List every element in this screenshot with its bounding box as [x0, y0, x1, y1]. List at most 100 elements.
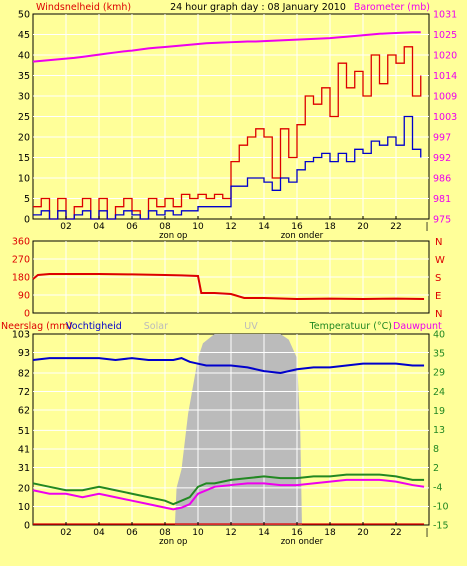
left-tick-label: 15 — [18, 153, 30, 164]
right-tick-label: 13 — [433, 425, 445, 436]
left-tick-label: 20 — [18, 133, 30, 144]
left-tick-label: 41 — [18, 444, 30, 455]
panel-wind-series — [32, 31, 422, 220]
right-tick-label: 992 — [433, 153, 451, 164]
left-tick-label: 0 — [24, 309, 30, 320]
x-tick-label: 06 — [126, 528, 138, 538]
wind-average-line — [33, 115, 422, 220]
panel-humidity-temp-x-ticks: 02 04 06 08 10 12 14 16 18 20 22 | zon op zon onder — [60, 522, 430, 547]
panel-direction-grid — [33, 241, 429, 313]
x-tick-label: 14 — [258, 528, 270, 538]
sunrise-label: zon op — [159, 231, 187, 241]
panel-humidity-temp-grid — [33, 334, 429, 525]
x-tick-label: 04 — [93, 528, 105, 538]
x-tick-label: | — [425, 222, 428, 232]
right-tick-label: 1031 — [433, 10, 457, 21]
uv-label: UV — [244, 321, 258, 332]
right-tick-label: 2 — [433, 463, 439, 474]
left-tick-label: 50 — [18, 10, 30, 21]
left-tick-label: 360 — [12, 237, 30, 248]
x-tick-label: 12 — [225, 222, 236, 232]
x-tick-label: 10 — [192, 222, 204, 232]
panel-humidity-left-ticks: 0 10 20 31 41 51 62 72 82 93 103 — [12, 330, 30, 532]
compass-letter: W — [435, 255, 445, 266]
compass-letter: S — [435, 273, 441, 284]
x-tick-label: 08 — [159, 222, 171, 232]
left-tick-label: 25 — [18, 112, 30, 123]
left-tick-label: 82 — [18, 368, 30, 379]
left-tick-label: 93 — [18, 348, 30, 359]
temperature-line — [32, 473, 425, 506]
dewpoint-label: Dauwpunt — [393, 321, 442, 332]
left-tick-label: 180 — [12, 273, 30, 284]
right-tick-label: 1003 — [433, 112, 457, 123]
x-tick-label: 16 — [291, 528, 303, 538]
x-tick-label: 08 — [159, 528, 171, 538]
x-tick-label: 14 — [258, 222, 270, 232]
left-tick-label: 20 — [18, 483, 30, 494]
x-tick-label: 04 — [93, 222, 105, 232]
right-tick-label: 8 — [433, 444, 439, 455]
compass-letter: N — [435, 237, 442, 248]
x-tick-label: 06 — [126, 222, 138, 232]
humidity-line — [32, 357, 425, 374]
left-tick-label: 30 — [18, 92, 30, 103]
x-tick-label: 22 — [390, 222, 401, 232]
right-tick-label: 1014 — [433, 71, 457, 82]
right-tick-label: -15 — [433, 521, 449, 532]
right-tick-label: 1025 — [433, 30, 457, 41]
chart-title: 24 hour graph day : 08 January 2010 — [170, 2, 346, 13]
x-tick-label: 20 — [357, 222, 369, 232]
right-tick-label: 997 — [433, 133, 451, 144]
panel-wind-x-ticks: 02 04 06 08 10 12 14 16 18 20 22 | zon op zon onder — [60, 216, 430, 241]
left-tick-label: 0 — [24, 521, 30, 532]
x-tick-label: 18 — [324, 528, 336, 538]
left-tick-label: 40 — [18, 51, 30, 62]
panel-wind-left-ticks: 0 5 10 15 20 25 30 35 40 45 50 — [18, 10, 30, 226]
right-tick-label: 981 — [433, 194, 451, 205]
left-tick-label: 35 — [18, 71, 30, 82]
right-tick-label: 19 — [433, 406, 445, 417]
x-tick-label: 02 — [60, 528, 71, 538]
left-tick-label: 51 — [18, 426, 30, 437]
right-tick-label: 35 — [433, 349, 445, 360]
humidity-label: Vochtigheid — [66, 321, 122, 332]
temperature-label: Temperatuur (°C) — [309, 321, 392, 332]
wind-speed-label: Windsnelheid (kmh) — [36, 2, 131, 13]
left-tick-label: 10 — [18, 502, 30, 513]
sunrise-label: zon op — [159, 537, 187, 547]
left-tick-label: 5 — [24, 194, 30, 205]
right-tick-label: 24 — [433, 387, 445, 398]
panel-humidity-temp-series — [32, 357, 425, 525]
x-tick-label: 22 — [390, 528, 401, 538]
right-tick-label: 1009 — [433, 92, 457, 103]
panel-wind-grid — [33, 14, 429, 219]
panel-humidity-temp: 0 10 20 31 41 51 62 72 82 93 103 -15 -10 -4 2 8 13 19 24 2… — [12, 330, 449, 548]
x-tick-label: 02 — [60, 222, 71, 232]
right-tick-label: 29 — [433, 368, 445, 379]
panel-direction-left-ticks: 0 90 180 270 360 — [12, 237, 30, 320]
right-tick-label: -10 — [433, 501, 449, 512]
rain-label: Neerslag (mm) — [1, 321, 72, 332]
x-tick-label: 20 — [357, 528, 369, 538]
compass-letter: N — [435, 309, 442, 320]
right-tick-label: 40 — [433, 330, 445, 341]
right-tick-label: 986 — [433, 174, 451, 185]
left-tick-label: 31 — [18, 463, 30, 474]
x-tick-label: 18 — [324, 222, 336, 232]
panel-wind: 0 5 10 15 20 25 30 35 40 45 50 975 981 986 992 997 1003… — [18, 10, 457, 242]
panel-direction-series — [32, 273, 425, 301]
left-tick-label: 270 — [12, 255, 30, 266]
left-tick-label: 103 — [12, 330, 30, 341]
x-tick-label: 16 — [291, 222, 303, 232]
barometer-line — [32, 31, 421, 63]
panel-temperature-right-ticks: -15 -10 -4 2 8 13 19 24 29 35 40 — [433, 330, 449, 532]
x-tick-label: 10 — [192, 528, 204, 538]
x-tick-label: 12 — [225, 528, 236, 538]
right-tick-label: 1020 — [433, 51, 457, 62]
left-tick-label: 10 — [18, 174, 30, 185]
sunset-label: zon onder — [281, 231, 324, 241]
right-tick-label: -4 — [433, 482, 442, 493]
